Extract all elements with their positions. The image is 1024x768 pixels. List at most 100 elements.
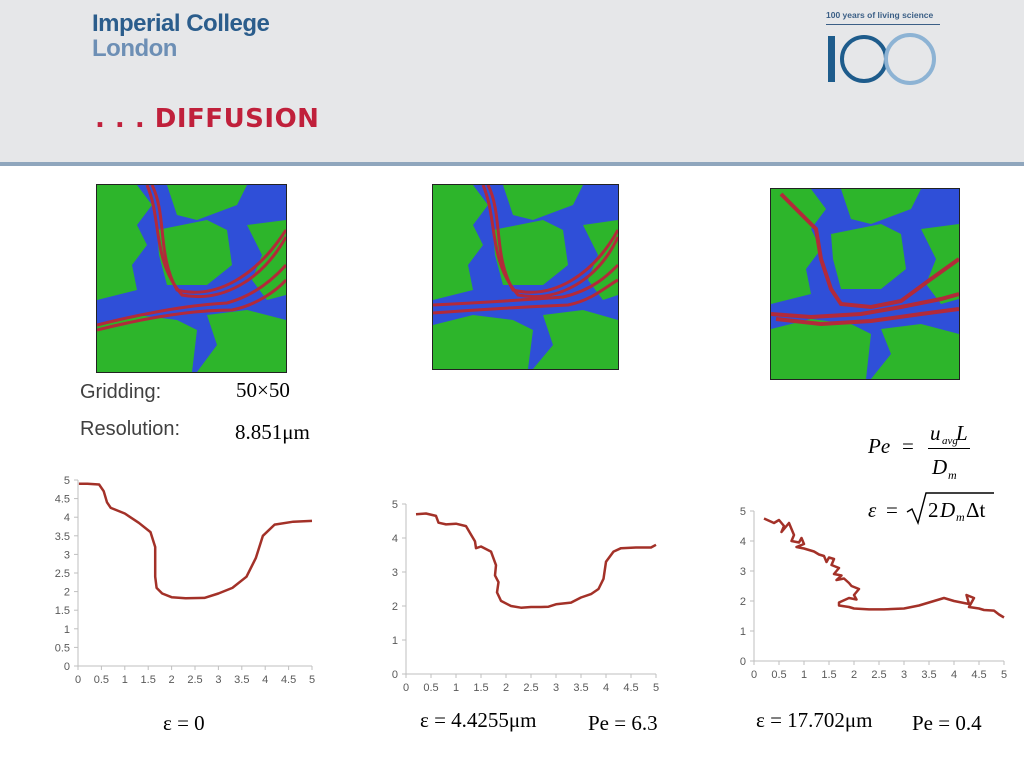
resolution-value: 8.851μm: [235, 420, 310, 444]
y-tick-label: 5: [740, 506, 746, 518]
sqrt-sign: [906, 492, 994, 526]
y-tick-label: 0: [64, 661, 70, 673]
x-tick-label: 4.5: [281, 674, 296, 686]
resolution-label: Resolution:: [80, 418, 181, 440]
trajectory-chart-2: 0 1 2 3 4 5 0 0.5 1 1.5 2 2.5 3 3.5 4 4.5 5: [370, 494, 665, 700]
y-tick-label: 3.5: [55, 531, 70, 543]
x-tick-label: 2: [503, 682, 509, 694]
x-tick-label: 5: [309, 674, 315, 686]
slide-title: . . . DIFFUSION: [95, 104, 320, 134]
badge-100-graphic: [828, 33, 936, 85]
caption-chart3-pe: Pe = 0.4: [912, 711, 982, 735]
x-tick-label: 0: [751, 669, 757, 681]
x-tick-label: 0.5: [771, 669, 786, 681]
trajectory-chart-3: 0 1 2 3 4 5 0 0.5 1 1.5 2 2.5 3 3.5 4 4.5 5: [720, 501, 1015, 691]
x-tick-label: 3: [553, 682, 559, 694]
centenary-badge: 100 years of living science: [826, 10, 942, 85]
x-tick-label: 3: [215, 674, 221, 686]
diffusion-grid-image-3: [770, 188, 960, 380]
y-tick-label: 1: [740, 626, 746, 638]
y-tick-label: 5: [392, 499, 398, 511]
u-symbol: u: [930, 421, 941, 445]
dm-subscript: m: [956, 510, 965, 524]
diffusion-grid-image-2: [432, 184, 619, 370]
logo-line2: London: [92, 35, 177, 62]
series-line: [763, 517, 1005, 619]
two-symbol: 2: [928, 498, 939, 522]
d-subscript: m: [948, 468, 957, 482]
x-tick-label: 5: [653, 682, 659, 694]
y-tick-label: 1: [64, 624, 70, 636]
x-tick-label: 1.5: [473, 682, 488, 694]
caption-chart2-epsilon: ε = 4.4255μm: [420, 708, 537, 732]
y-tick-label: 0: [740, 656, 746, 668]
x-tick-label: 2.5: [871, 669, 886, 681]
x-tick-label: 0: [403, 682, 409, 694]
gridding-label: Gridding:: [80, 381, 162, 403]
x-tick-label: 4: [262, 674, 268, 686]
x-tick-label: 3.5: [573, 682, 588, 694]
eps-lhs: ε: [868, 498, 877, 522]
y-tick-label: 1.5: [55, 605, 70, 617]
slide-header: Imperial College London 100 years of liv…: [0, 0, 1024, 166]
series-line: [78, 482, 313, 600]
y-tick-label: 3: [64, 549, 70, 561]
x-tick-label: 1: [122, 674, 128, 686]
series-line: [415, 512, 657, 609]
pe-lhs: Pe: [868, 434, 891, 458]
pe-equals: =: [902, 434, 914, 458]
l-symbol: L: [956, 421, 968, 445]
x-tick-label: 3.5: [234, 674, 249, 686]
badge-rule: [826, 24, 940, 25]
x-tick-label: 0.5: [423, 682, 438, 694]
x-tick-label: 2.5: [523, 682, 538, 694]
y-tick-label: 3: [392, 567, 398, 579]
x-tick-label: 1.5: [141, 674, 156, 686]
x-tick-label: 4.5: [623, 682, 638, 694]
x-tick-label: 5: [1001, 669, 1007, 681]
diffusion-grid-image-1: [96, 184, 287, 373]
eps-equals: =: [886, 498, 898, 522]
y-tick-label: 4: [64, 512, 70, 524]
peclet-formula: Pe = u avg L D m: [866, 418, 986, 488]
delta-t-symbol: Δt: [966, 498, 986, 522]
y-tick-label: 0: [392, 669, 398, 681]
badge-caption: 100 years of living science: [826, 10, 934, 20]
caption-chart3-epsilon: ε = 17.702μm: [756, 708, 873, 732]
pe-fraction-bar: [928, 448, 970, 449]
x-tick-label: 3.5: [921, 669, 936, 681]
x-tick-label: 0: [75, 674, 81, 686]
x-tick-label: 3: [901, 669, 907, 681]
trajectory-chart-1: 0 0.5 1 1.5 2 2.5 3 3.5 4 4.5 5 0 0.5 1 1.5 2 2.5 3 3.5 4 4.…: [30, 470, 320, 690]
y-tick-label: 4: [392, 533, 398, 545]
y-tick-label: 5: [64, 475, 70, 487]
x-tick-label: 1: [801, 669, 807, 681]
caption-chart2-pe: Pe = 6.3: [588, 711, 658, 735]
y-tick-label: 4: [740, 536, 746, 548]
y-tick-label: 1: [392, 635, 398, 647]
y-tick-label: 0.5: [55, 642, 70, 654]
y-tick-label: 4.5: [55, 494, 70, 506]
x-tick-label: 2.5: [187, 674, 202, 686]
x-tick-label: 1.5: [821, 669, 836, 681]
x-tick-label: 4: [603, 682, 609, 694]
y-tick-label: 2: [740, 596, 746, 608]
epsilon-formula: ε = 2 D m Δt: [866, 490, 1006, 530]
caption-chart1-epsilon: ε = 0: [163, 711, 205, 735]
logo-line1: Imperial College: [92, 10, 270, 37]
x-tick-label: 2: [851, 669, 857, 681]
y-tick-label: 2: [64, 587, 70, 599]
x-tick-label: 4.5: [971, 669, 986, 681]
y-tick-label: 3: [740, 566, 746, 578]
u-subscript: avg: [942, 435, 958, 447]
y-tick-label: 2: [392, 601, 398, 613]
d-symbol: D: [932, 455, 948, 479]
x-tick-label: 4: [951, 669, 957, 681]
x-tick-label: 2: [169, 674, 175, 686]
y-tick-label: 2.5: [55, 568, 70, 580]
dm-symbol: D: [940, 498, 956, 522]
imperial-college-logo: Imperial College London: [92, 10, 270, 62]
gridding-value: 50×50: [236, 378, 290, 402]
x-tick-label: 1: [453, 682, 459, 694]
x-tick-label: 0.5: [94, 674, 109, 686]
